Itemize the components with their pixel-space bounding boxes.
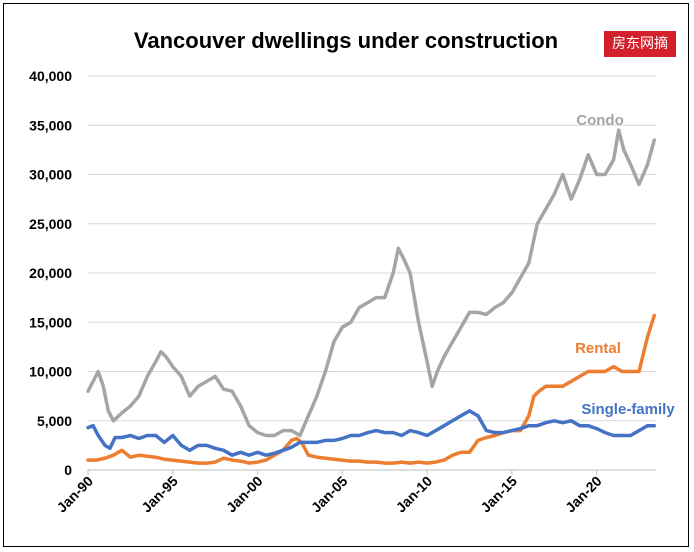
y-tick-label: 5,000 xyxy=(37,413,72,429)
y-tick-label: 40,000 xyxy=(29,68,72,84)
series-label-condo: Condo xyxy=(576,112,623,129)
y-tick-label: 10,000 xyxy=(29,364,72,380)
y-tick-label: 20,000 xyxy=(29,265,72,281)
x-tick-label: Jan-95 xyxy=(138,473,181,516)
x-tick-label: Jan-90 xyxy=(53,473,96,516)
x-tick-label: Jan-20 xyxy=(562,473,605,516)
chart-frame xyxy=(3,3,689,547)
x-tick-label: Jan-05 xyxy=(308,473,351,516)
y-tick-label: 30,000 xyxy=(29,167,72,183)
series-lines xyxy=(86,128,657,465)
x-tick-label: Jan-00 xyxy=(223,473,266,516)
series-line-rental xyxy=(86,313,657,465)
series-label-single-family: Single-family xyxy=(581,401,675,418)
chart-title: Vancouver dwellings under construction xyxy=(134,28,558,53)
y-tick-label: 15,000 xyxy=(29,314,72,330)
y-axis-ticks: 0 5,000 10,000 15,000 20,000 25,000 30,000 35,0… xyxy=(29,68,72,478)
x-tick-label: Jan-15 xyxy=(477,473,520,516)
y-tick-label: 0 xyxy=(64,462,72,478)
x-tick-label: Jan-10 xyxy=(393,473,436,516)
x-axis-ticks: Jan-90 Jan-95 Jan-00 Jan-05 Jan-10 Jan-15 Jan-… xyxy=(53,470,605,516)
y-tick-label: 35,000 xyxy=(29,117,72,133)
y-tick-label: 25,000 xyxy=(29,216,72,232)
series-line-single-family xyxy=(86,409,657,457)
gridlines xyxy=(88,75,656,471)
series-label-rental: Rental xyxy=(575,340,621,357)
series-line-condo xyxy=(86,128,657,438)
watermark-badge: 房东网摘 xyxy=(604,31,676,57)
